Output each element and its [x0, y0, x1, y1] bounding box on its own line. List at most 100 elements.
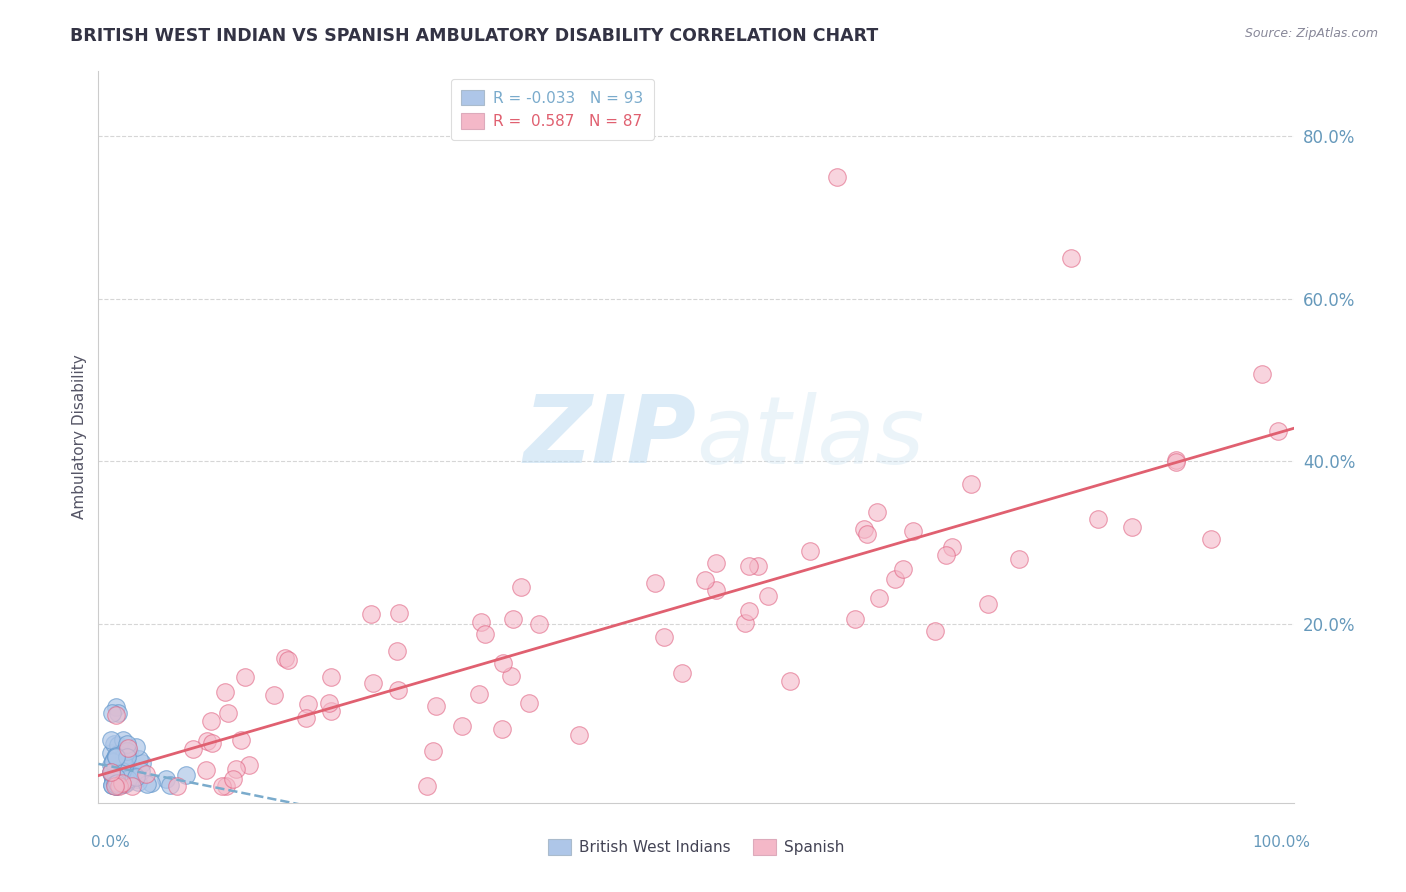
Point [297, 697, 319, 711]
Point [425, 699, 447, 714]
Point [101, 772, 124, 787]
Point [115, 760, 138, 774]
Point [884, 572, 907, 586]
Point [704, 556, 727, 570]
Point [104, 778, 127, 792]
Point [110, 773, 132, 788]
Point [527, 616, 550, 631]
Point [110, 776, 132, 790]
Point [107, 760, 129, 774]
Point [117, 740, 139, 755]
Point [100, 732, 122, 747]
Point [105, 775, 128, 789]
Point [135, 767, 157, 781]
Point [110, 772, 132, 786]
Point [363, 676, 385, 690]
Point [104, 779, 127, 793]
Point [360, 607, 382, 622]
Point [1251, 367, 1274, 381]
Point [568, 728, 591, 742]
Point [450, 719, 472, 733]
Point [422, 744, 444, 758]
Point [891, 562, 914, 576]
Point [110, 777, 132, 791]
Point [104, 707, 127, 722]
Point [217, 706, 239, 720]
Point [105, 779, 128, 793]
Point [960, 476, 983, 491]
Text: ZIP: ZIP [523, 391, 696, 483]
Point [107, 738, 129, 752]
Point [1121, 520, 1143, 534]
Point [105, 778, 128, 792]
Point [111, 776, 134, 790]
Point [101, 755, 124, 769]
Point [100, 746, 122, 760]
Point [104, 777, 127, 791]
Point [935, 548, 957, 562]
Point [468, 687, 491, 701]
Point [108, 765, 131, 780]
Point [195, 734, 218, 748]
Point [222, 772, 245, 787]
Point [105, 778, 128, 792]
Point [104, 757, 127, 772]
Point [779, 673, 801, 688]
Point [1267, 425, 1289, 439]
Point [321, 704, 343, 718]
Point [277, 653, 299, 667]
Point [135, 777, 157, 791]
Point [127, 775, 149, 789]
Point [108, 774, 131, 789]
Point [100, 764, 122, 779]
Point [201, 735, 224, 749]
Point [211, 779, 233, 793]
Point [110, 764, 132, 779]
Point [139, 776, 162, 790]
Point [100, 758, 122, 772]
Point [125, 771, 148, 785]
Point [799, 543, 821, 558]
Point [274, 651, 297, 665]
Point [111, 760, 134, 774]
Point [104, 750, 127, 764]
Point [387, 682, 409, 697]
Point [117, 771, 139, 785]
Point [492, 656, 515, 670]
Point [181, 742, 204, 756]
Point [112, 764, 135, 778]
Point [103, 769, 125, 783]
Point [125, 772, 148, 786]
Point [1164, 452, 1187, 467]
Point [105, 770, 128, 784]
Point [101, 754, 124, 768]
Point [107, 779, 129, 793]
Point [124, 769, 146, 783]
Point [166, 779, 188, 793]
Point [229, 733, 252, 747]
Point [115, 766, 138, 780]
Point [238, 757, 260, 772]
Point [470, 615, 492, 630]
Point [105, 700, 128, 714]
Point [704, 582, 727, 597]
Point [1199, 532, 1222, 546]
Point [128, 752, 150, 766]
Point [114, 772, 136, 787]
Point [112, 773, 135, 788]
Point [115, 744, 138, 758]
Point [125, 740, 148, 755]
Point [174, 768, 197, 782]
Point [111, 764, 134, 779]
Y-axis label: Ambulatory Disability: Ambulatory Disability [72, 355, 87, 519]
Point [112, 777, 135, 791]
Point [108, 763, 131, 777]
Point [318, 696, 340, 710]
Point [103, 738, 125, 752]
Point [502, 612, 524, 626]
Point [1060, 252, 1083, 266]
Point [510, 580, 533, 594]
Point [103, 769, 125, 783]
Point [118, 745, 141, 759]
Point [101, 764, 124, 779]
